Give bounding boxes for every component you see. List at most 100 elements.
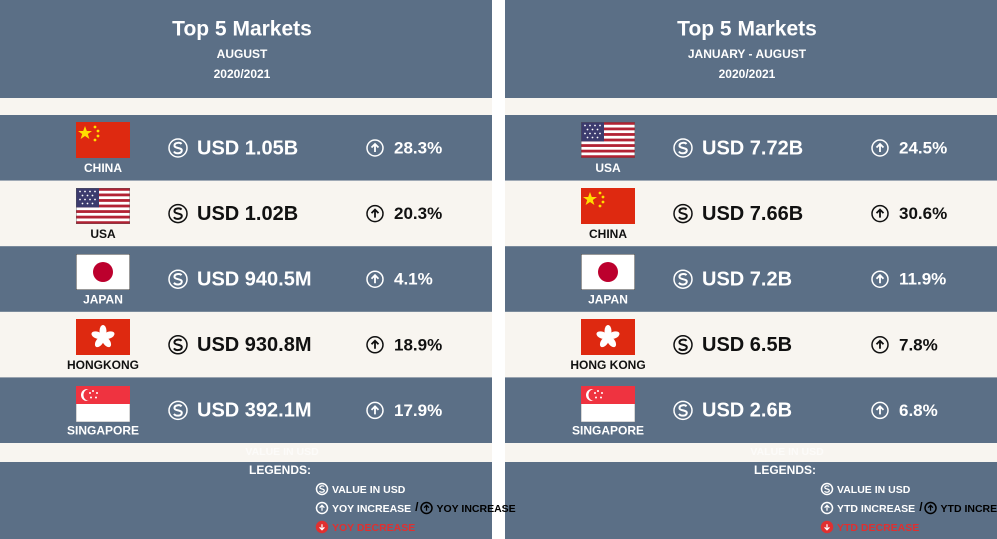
change-icon [420, 501, 433, 515]
flag [76, 254, 130, 290]
change-percent: 17.9% [394, 401, 442, 420]
background [505, 462, 997, 539]
legend-faded: VALUE IN USD [750, 446, 824, 458]
change-percent: 11.9% [899, 270, 946, 289]
country-label: JAPAN [83, 292, 123, 306]
change-icon [875, 405, 885, 415]
value-icon [168, 400, 188, 421]
background [505, 98, 997, 115]
legend-heading: LEGENDS: [249, 463, 311, 477]
flag [581, 319, 635, 355]
legend-heading: LEGENDS: [754, 463, 816, 477]
value-icon [173, 338, 183, 352]
flag [581, 122, 635, 158]
panel-title: Top 5 Markets [172, 18, 312, 41]
change-icon [366, 336, 384, 354]
change-icon [370, 208, 380, 218]
flag [581, 188, 635, 224]
legend-item: YOY DECREASE [332, 522, 415, 534]
change-icon [871, 139, 889, 157]
country-label: HONG KONG [570, 358, 645, 372]
change-icon [315, 501, 329, 515]
country-label: CHINA [589, 227, 627, 241]
market-value: USD 392.1M [197, 400, 312, 422]
value-icon [678, 338, 688, 352]
change-icon [820, 501, 834, 515]
panel-years: 2020/2021 [214, 67, 271, 81]
value-icon [173, 141, 183, 155]
market-value: USD 1.02B [197, 203, 298, 225]
change-icon [319, 504, 325, 511]
change-icon [924, 501, 937, 515]
flag [76, 386, 130, 422]
change-icon [875, 142, 885, 152]
change-percent: 28.3% [394, 138, 442, 157]
country-label: CHINA [84, 161, 122, 175]
flag [76, 122, 130, 158]
change-icon [366, 204, 384, 223]
market-value: USD 940.5M [197, 268, 312, 290]
flag [76, 319, 130, 355]
change-icon [824, 524, 830, 531]
flag [581, 254, 635, 290]
panel-period: JANUARY - AUGUST [688, 47, 807, 61]
change-icon [366, 401, 384, 420]
value-icon [168, 335, 188, 355]
market-value: USD 2.6B [702, 400, 792, 422]
flag [76, 188, 130, 224]
legend-separator: / [919, 500, 923, 514]
country-label: JAPAN [588, 292, 628, 306]
background [0, 0, 492, 98]
value-icon [173, 207, 183, 220]
change-icon [366, 270, 384, 288]
market-value: USD 7.66B [702, 203, 803, 225]
value-icon [678, 207, 688, 220]
change-icon [423, 504, 430, 511]
panel-years: 2020/2021 [719, 67, 776, 81]
country-label: USA [90, 227, 116, 241]
legend-item: YTD DECREASE [837, 522, 919, 534]
change-percent: 18.9% [394, 335, 442, 354]
legend-faded: VALUE IN USD [245, 446, 319, 458]
background [0, 462, 492, 539]
value-icon [168, 269, 188, 289]
background [505, 0, 997, 98]
value-icon [673, 138, 693, 158]
value-icon [673, 203, 693, 224]
change-icon [871, 401, 889, 420]
change-icon [824, 504, 830, 511]
change-icon [370, 339, 380, 349]
market-value: USD 7.72B [702, 137, 803, 159]
market-value: USD 930.8M [197, 334, 312, 356]
change-icon [875, 273, 885, 284]
change-icon [871, 204, 889, 223]
value-icon [173, 273, 183, 286]
value-icon [673, 269, 693, 289]
value-icon [315, 482, 329, 496]
change-icon [871, 336, 889, 354]
legend-separator: / [415, 500, 419, 514]
change-percent: 24.5% [899, 138, 947, 157]
value-icon [168, 203, 188, 224]
change-icon [875, 208, 885, 218]
legend-item: YTD INCREASE [837, 503, 915, 515]
value-icon [319, 485, 325, 493]
country-label: HONGKONG [67, 358, 139, 372]
change-icon [875, 339, 885, 349]
change-icon [370, 142, 380, 152]
value-icon [678, 141, 688, 155]
value-icon [824, 485, 830, 493]
legend-item: YOY INCREASE [332, 503, 411, 515]
change-icon [370, 273, 380, 284]
change-icon [871, 270, 889, 288]
value-icon [678, 273, 688, 286]
country-label: USA [595, 161, 621, 175]
legend-item: VALUE IN USD [332, 484, 406, 496]
country-label: SINGAPORE [67, 424, 139, 438]
value-icon [673, 400, 693, 421]
value-icon [678, 404, 688, 417]
change-icon [370, 405, 380, 415]
change-percent: 4.1% [394, 270, 433, 289]
market-value: USD 6.5B [702, 334, 792, 356]
